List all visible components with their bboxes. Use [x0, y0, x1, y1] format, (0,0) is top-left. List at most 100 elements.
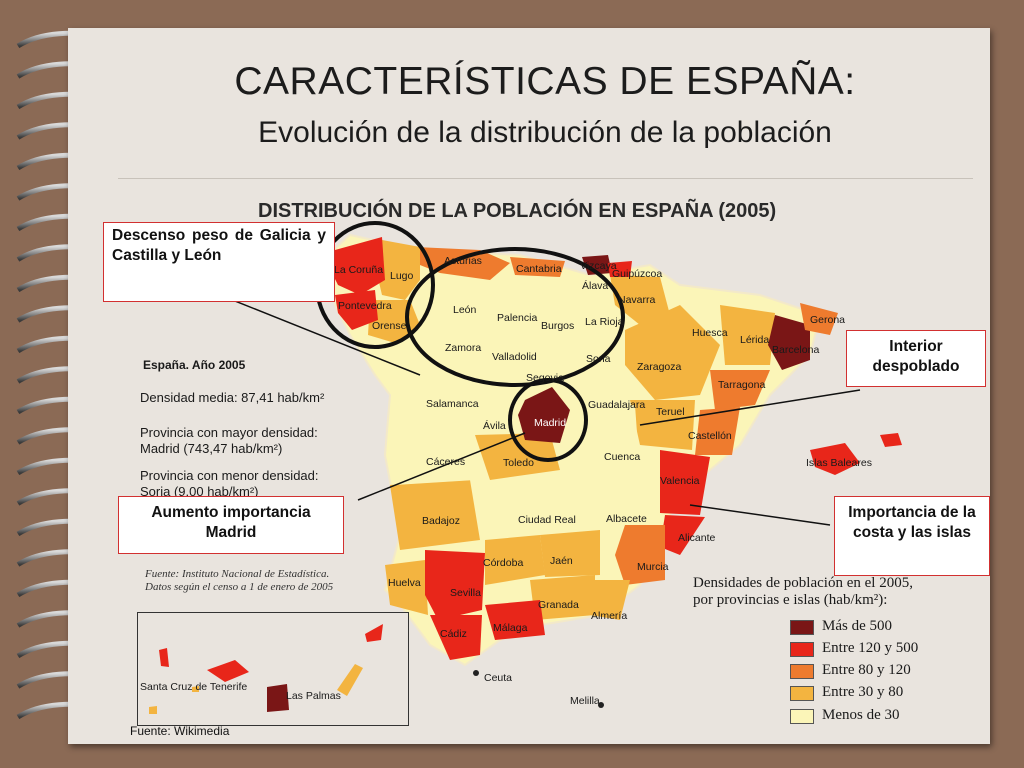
label-huesca: Huesca: [692, 327, 728, 339]
label-las-palmas: Las Palmas: [286, 690, 341, 702]
label-leon: León: [453, 304, 477, 316]
region-madrid: [518, 387, 570, 443]
region-sevilla: [425, 550, 485, 620]
legend-swatch: [790, 709, 814, 724]
label-zamora: Zamora: [445, 342, 482, 354]
label-zaragoza: Zaragoza: [637, 361, 682, 373]
region-coruna: [328, 237, 385, 295]
circle-madrid: [508, 378, 588, 462]
annotation-costa: Importancia de la costa y las islas: [834, 496, 990, 576]
legend-swatch: [790, 620, 814, 635]
label-soria: Soria: [586, 353, 611, 365]
annotation-galicia: Descenso peso de Galicia y Castilla y Le…: [103, 222, 335, 302]
label-salamanca: Salamanca: [426, 398, 479, 410]
label-cadiz: Cádiz: [440, 628, 467, 640]
ceuta-dot: [473, 670, 479, 676]
label-granada: Granada: [538, 599, 579, 611]
label-cordoba: Córdoba: [483, 557, 524, 569]
label-barcelona: Barcelona: [772, 344, 820, 356]
arrow-interior: [639, 389, 861, 426]
region-teruel: [630, 400, 695, 450]
label-lerida: Lérida: [740, 334, 770, 346]
label-toledo: Toledo: [503, 457, 534, 469]
info-max-2: Madrid (743,47 hab/km²): [140, 441, 283, 456]
info-heading: España. Año 2005: [143, 358, 246, 372]
annotation-interior: Interior despoblado: [846, 330, 986, 387]
label-alicante: Alicante: [678, 532, 716, 544]
region-granada: [530, 575, 595, 620]
label-almeria: Almería: [591, 610, 628, 622]
arrow-madrid: [357, 432, 526, 501]
legend-label: Entre 120 y 500: [822, 640, 919, 656]
label-gerona: Gerona: [810, 314, 846, 326]
label-alava: Álava: [582, 280, 609, 292]
region-alicante: [660, 515, 705, 555]
canarias-map: [149, 624, 383, 714]
info-density-avg: Densidad media: 87,41 hab/km²: [140, 390, 325, 405]
source-ine-line2: Datos según el censo a 1 de enero de 200…: [145, 581, 334, 593]
region-cantabria: [510, 257, 565, 277]
label-orense: Orense: [372, 320, 407, 332]
label-caceres: Cáceres: [426, 456, 466, 468]
region-guipuzcoa: [608, 261, 632, 277]
info-max-1: Provincia con mayor densidad:: [140, 425, 318, 440]
label-sevilla: Sevilla: [450, 587, 481, 599]
circle-castilla: [405, 247, 625, 387]
label-guipuzcoa: Guipúzcoa: [612, 268, 663, 280]
label-badajoz: Badajoz: [422, 515, 460, 527]
region-baleares: [810, 443, 860, 475]
label-baleares: Islas Baleares: [806, 457, 872, 469]
label-teruel: Teruel: [656, 406, 685, 418]
page-subtitle: Evolución de la distribución de la pobla…: [258, 116, 832, 149]
label-avila: Ávila: [483, 420, 506, 432]
label-murcia: Murcia: [637, 561, 669, 573]
region-murcia: [615, 525, 665, 585]
region-lugo: [375, 240, 420, 300]
region-malaga: [485, 600, 545, 640]
arrow-castilla: [219, 294, 421, 376]
label-lugo: Lugo: [390, 270, 414, 282]
region-almeria: [590, 580, 630, 620]
label-ceuta: Ceuta: [484, 672, 513, 684]
region-cuenca: [590, 405, 640, 480]
legend-swatch: [790, 642, 814, 657]
region-cadiz: [430, 615, 482, 660]
arrow-costa: [689, 504, 831, 526]
legend-label: Menos de 30: [822, 707, 900, 723]
label-madrid: Madrid: [534, 417, 567, 429]
label-coruna: La Coruña: [334, 264, 384, 276]
region-barcelona: [768, 315, 810, 370]
region-huelva: [385, 560, 428, 615]
label-malaga: Málaga: [493, 622, 528, 634]
region-baleares-menorca: [880, 433, 902, 447]
annotation-madrid: Aumento importancia Madrid: [118, 496, 344, 554]
region-valencia: [660, 450, 710, 515]
region-asturias: [416, 247, 510, 280]
label-cuenca: Cuenca: [604, 451, 641, 463]
legend-label: Entre 80 y 120: [822, 662, 911, 678]
region-caceres: [395, 420, 475, 485]
label-burgos: Burgos: [541, 320, 575, 332]
source-ine: Fuente: Instituto Nacional de Estadístic…: [145, 568, 333, 594]
label-segovia: Segovia: [526, 372, 564, 384]
region-lerida: [720, 305, 775, 365]
label-palencia: Palencia: [497, 312, 538, 324]
legend-label: Más de 500: [822, 618, 892, 634]
spain-population-map: [160, 221, 902, 709]
region-jaen: [540, 530, 600, 577]
info-min-2: Soria (9,00 hab/km²): [140, 484, 259, 499]
label-albacete: Albacete: [606, 513, 647, 525]
label-tarragona: Tarragona: [718, 379, 766, 391]
label-vizcaya: Vizcaya: [580, 260, 617, 272]
region-tarragona: [710, 370, 770, 410]
source-wikimedia: Fuente: Wikimedia: [130, 724, 230, 738]
label-ciudad-real: Ciudad Real: [518, 514, 576, 526]
region-cordoba: [485, 535, 545, 585]
label-navarra: Navarra: [618, 294, 656, 306]
divider: [118, 178, 973, 179]
page-title: CARACTERÍSTICAS DE ESPAÑA:: [234, 60, 856, 103]
label-melilla: Melilla: [570, 695, 600, 707]
label-rioja: La Rioja: [585, 316, 624, 328]
label-valencia: Valencia: [660, 475, 700, 487]
region-pontevedra: [335, 290, 378, 330]
